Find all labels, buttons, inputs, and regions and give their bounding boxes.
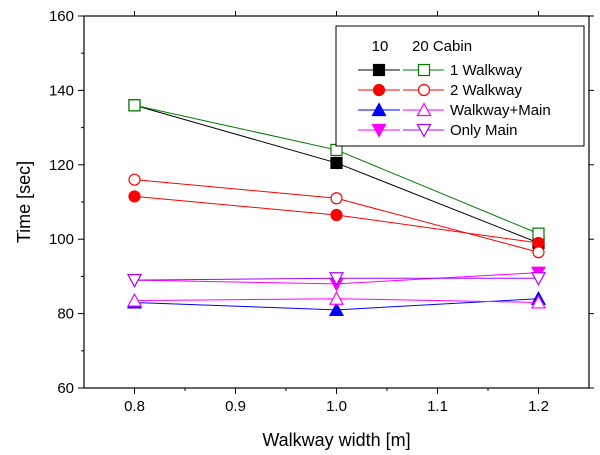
data-point [530, 272, 547, 287]
data-point [532, 246, 545, 259]
data-point [328, 272, 345, 287]
series-only-main-open [126, 272, 547, 288]
y-tick-label: 140 [49, 82, 74, 99]
legend-header-10: 10 [372, 38, 389, 55]
data-point [328, 302, 345, 316]
legend-header-20-cabin: 20 Cabin [412, 38, 472, 55]
legend-marker-open [416, 102, 432, 117]
x-axis-title: Walkway width [m] [262, 430, 410, 450]
data-point [126, 274, 143, 288]
data-point [330, 192, 343, 205]
y-tick-label: 100 [49, 231, 74, 248]
legend-marker-filled [372, 63, 386, 77]
legend-label: 2 Walkway [450, 82, 522, 99]
data-point [330, 208, 343, 222]
series-2-walkway-filled [128, 190, 545, 250]
legend-marker-open [417, 63, 431, 77]
data-point [128, 190, 141, 203]
x-tick-label: 1.1 [427, 398, 448, 415]
x-tick-label: 1.0 [326, 398, 347, 415]
data-point [530, 294, 547, 309]
data-point [330, 156, 343, 170]
series-walkway-main-open [126, 290, 547, 309]
y-tick-label: 80 [57, 306, 74, 323]
legend-entry: 1 Walkway [358, 62, 522, 79]
data-point [128, 173, 141, 186]
data-point [328, 290, 345, 305]
y-tick-label: 160 [49, 8, 74, 25]
y-axis-title: Time [sec] [14, 161, 34, 243]
data-point [126, 292, 143, 307]
x-tick-label: 0.8 [124, 398, 145, 415]
y-tick-label: 60 [57, 380, 74, 397]
data-point [128, 99, 141, 112]
series-2-walkway-open [128, 173, 545, 259]
legend-marker-filled [371, 102, 387, 117]
legend-entry: Walkway+Main [358, 102, 551, 119]
x-tick-label: 1.2 [528, 398, 549, 415]
legend-entry: 2 Walkway [358, 82, 522, 99]
legend-label: Walkway+Main [450, 102, 551, 119]
legend: 10 20 Cabin 1 Walkway 2 Walkway Walkway+Main… [335, 25, 585, 147]
legend-entry: Only Main [358, 122, 518, 139]
legend-marker-open [416, 123, 432, 138]
legend-marker-filled [372, 83, 386, 97]
legend-marker-filled [371, 123, 387, 138]
legend-label: 1 Walkway [450, 62, 522, 79]
axes: 0.8 0.9 1.0 1.1 1.2 60 80 100 120 140 160 [49, 8, 594, 415]
legend-marker-open [417, 83, 431, 97]
x-tick-label: 0.9 [225, 398, 246, 415]
y-tick-label: 120 [49, 157, 74, 174]
series-layer [126, 99, 547, 316]
legend-label: Only Main [450, 122, 518, 139]
